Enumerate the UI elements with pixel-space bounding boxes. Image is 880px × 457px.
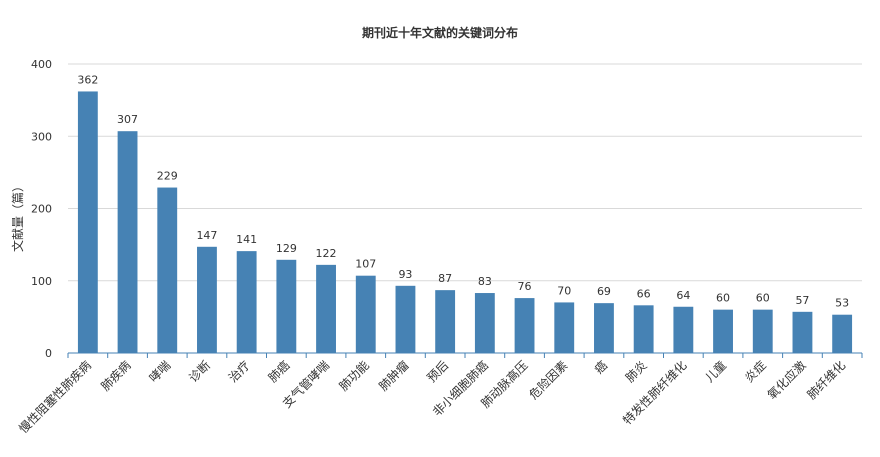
x-tick-label: 诊断 xyxy=(185,358,213,386)
bar-value-label: 87 xyxy=(438,272,452,285)
bars xyxy=(77,91,853,353)
x-tick-label: 肺炎 xyxy=(623,358,650,385)
bar-value-label: 57 xyxy=(795,294,809,307)
y-tick-label: 300 xyxy=(31,130,52,143)
bar xyxy=(554,302,575,353)
bar xyxy=(236,251,257,353)
bar xyxy=(633,305,654,353)
x-tick-label: 癌 xyxy=(591,358,610,377)
y-tick-label: 400 xyxy=(31,58,52,71)
bar-value-label: 76 xyxy=(518,280,532,293)
x-tick-label: 肺功能 xyxy=(337,358,372,393)
bar-value-label: 229 xyxy=(157,170,178,183)
bar-value-label: 362 xyxy=(77,73,98,86)
bar xyxy=(514,298,535,353)
bar xyxy=(792,311,813,353)
bar xyxy=(276,259,297,353)
x-tick-label: 危险因素 xyxy=(526,358,571,403)
bar xyxy=(832,314,853,353)
y-tick-label: 100 xyxy=(31,275,52,288)
bar xyxy=(316,264,336,353)
bar xyxy=(355,275,376,353)
bar-value-label: 66 xyxy=(637,287,651,300)
grid-lines xyxy=(68,63,862,282)
bar-value-label: 60 xyxy=(756,292,770,305)
x-tick-label: 哮喘 xyxy=(146,358,173,385)
x-tick-label: 儿童 xyxy=(702,358,730,386)
bar-value-label: 69 xyxy=(597,285,611,298)
bar xyxy=(395,285,416,353)
bar-value-label: 307 xyxy=(117,113,138,126)
y-tick-label: 200 xyxy=(31,203,52,216)
bar xyxy=(594,303,614,353)
bar-value-label: 147 xyxy=(196,229,217,242)
bar xyxy=(77,91,98,353)
bar-value-label: 122 xyxy=(316,247,337,260)
x-axis xyxy=(67,352,863,358)
x-tick-label: 肺纤维化 xyxy=(804,358,848,402)
y-axis-title: 文献量（篇） xyxy=(10,180,25,252)
bar xyxy=(673,306,694,353)
x-tick-label: 炎症 xyxy=(741,358,769,386)
bar-value-label: 83 xyxy=(478,275,492,288)
bar-value-label: 107 xyxy=(355,258,376,271)
bar-value-label: 70 xyxy=(557,284,571,297)
bar-value-label: 53 xyxy=(835,297,849,310)
bar xyxy=(474,293,495,353)
bar xyxy=(117,131,138,353)
bar xyxy=(713,309,733,353)
x-tick-label: 氧化应激 xyxy=(764,358,809,403)
bar xyxy=(197,246,217,353)
x-tick-label: 肺癌 xyxy=(265,358,293,386)
y-axis-ticks: 0 100 200 300 400 xyxy=(31,58,52,360)
x-tick-label: 肺疾病 xyxy=(98,358,134,394)
bar-value-label: 141 xyxy=(236,233,257,246)
y-tick-label: 0 xyxy=(45,347,52,360)
x-tick-label: 预后 xyxy=(424,358,451,385)
x-tick-label: 治疗 xyxy=(226,358,253,385)
bar xyxy=(157,187,178,353)
bar-value-label: 60 xyxy=(716,292,730,305)
x-tick-label: 肺肿瘤 xyxy=(375,358,411,394)
bar xyxy=(752,309,773,353)
chart-title: 期刊近十年文献的关键词分布 xyxy=(361,26,518,40)
bar xyxy=(435,290,456,353)
bar-value-label: 64 xyxy=(676,289,690,302)
bar-value-label: 93 xyxy=(398,268,412,281)
bar-value-labels: 362 307 229 147 141 129 122 107 93 87 83 76 70 69 66 64… xyxy=(77,73,849,309)
x-tick-label: 慢性阻塞性肺疾病 xyxy=(15,358,93,436)
bar-value-label: 129 xyxy=(276,242,297,255)
